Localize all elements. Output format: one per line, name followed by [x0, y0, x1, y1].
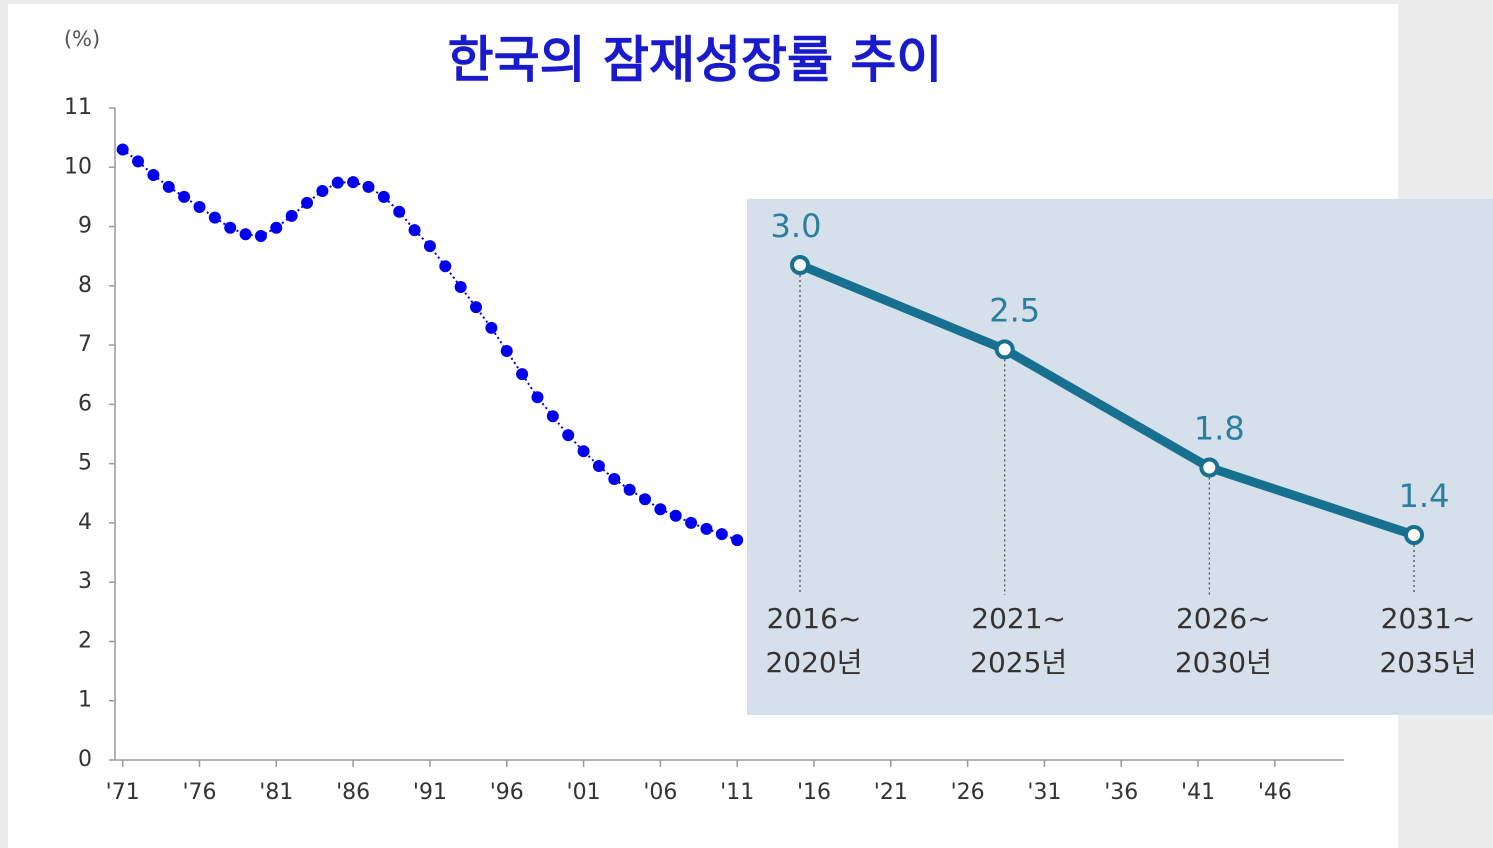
- x-tick-label: 2016~: [767, 602, 862, 635]
- data-point: [254, 230, 267, 243]
- x-tick-label: '81: [259, 780, 293, 805]
- x-tick-label: '31: [1027, 780, 1061, 805]
- x-tick-label: '76: [182, 780, 216, 805]
- data-point: [546, 410, 559, 423]
- x-tick-label: '71: [106, 780, 140, 805]
- data-point: [1199, 457, 1220, 478]
- data-point: [715, 528, 728, 541]
- x-tick-label: '26: [951, 780, 985, 805]
- data-point: [1404, 525, 1424, 545]
- x-tick-label: '11: [720, 780, 754, 805]
- data-point: [208, 211, 221, 224]
- y-tick-label: 1: [78, 688, 92, 713]
- data-point: [331, 176, 344, 189]
- data-point: [408, 224, 421, 237]
- data-point: [592, 460, 605, 473]
- data-point: [639, 493, 652, 506]
- data-point: [239, 228, 252, 241]
- data-point: [178, 190, 191, 203]
- x-tick-label: '16: [797, 780, 831, 805]
- data-point: [116, 143, 129, 156]
- x-tick-label: 2035년: [1379, 646, 1476, 679]
- data-point: [731, 534, 744, 547]
- data-point: [147, 168, 160, 181]
- data-label: 3.0: [771, 207, 822, 245]
- x-tick-label: '41: [1181, 780, 1215, 805]
- data-point: [362, 180, 375, 193]
- data-point: [285, 209, 298, 222]
- data-point: [301, 196, 314, 209]
- y-axis-label: (%): [64, 27, 100, 51]
- y-tick-label: 0: [78, 747, 92, 772]
- data-point: [516, 368, 529, 381]
- data-point: [470, 301, 483, 314]
- data-point: [669, 509, 682, 522]
- data-point: [347, 176, 360, 189]
- y-tick-label: 7: [78, 332, 92, 357]
- data-point: [994, 339, 1015, 360]
- x-tick-label: '96: [490, 780, 524, 805]
- data-label: 1.8: [1194, 410, 1245, 448]
- data-point: [608, 473, 621, 486]
- y-tick-label: 10: [64, 154, 92, 179]
- data-point: [423, 240, 436, 253]
- data-label: 1.4: [1399, 477, 1450, 515]
- chart-title: 한국의 잠재성장률 추이: [448, 30, 943, 89]
- y-tick-label: 4: [78, 510, 92, 535]
- data-point: [316, 184, 329, 197]
- data-point: [562, 429, 575, 442]
- x-tick-label: '21: [874, 780, 908, 805]
- data-point: [162, 180, 175, 193]
- data-point: [439, 260, 452, 273]
- y-tick-label: 9: [78, 214, 92, 239]
- data-point: [377, 190, 390, 203]
- x-tick-label: '86: [336, 780, 370, 805]
- x-tick-label: 2030년: [1175, 646, 1272, 679]
- x-tick-label: '06: [643, 780, 677, 805]
- data-point: [224, 221, 237, 234]
- x-tick-label: '36: [1104, 780, 1138, 805]
- x-tick-label: 2025년: [970, 646, 1067, 679]
- inset-panel: [747, 199, 1493, 715]
- data-point: [270, 221, 283, 234]
- y-tick-label: 2: [78, 628, 92, 653]
- y-tick-label: 6: [78, 391, 92, 416]
- x-tick-label: '91: [413, 780, 447, 805]
- data-point: [790, 255, 810, 275]
- data-point: [193, 200, 206, 213]
- x-tick-label: 2021~: [971, 602, 1066, 635]
- data-point: [393, 205, 406, 218]
- y-tick-label: 3: [78, 569, 92, 594]
- y-tick-label: 5: [78, 451, 92, 476]
- data-label: 2.5: [989, 291, 1040, 329]
- data-point: [654, 503, 667, 516]
- x-tick-label: 2020년: [765, 646, 862, 679]
- data-point: [700, 522, 713, 535]
- data-point: [577, 445, 590, 458]
- data-point: [132, 155, 145, 168]
- x-tick-label: 2031~: [1381, 602, 1476, 635]
- y-tick-label: 8: [78, 273, 92, 298]
- data-point: [454, 281, 467, 294]
- x-tick-label: '01: [567, 780, 601, 805]
- x-tick-label: 2026~: [1176, 602, 1271, 635]
- data-point: [485, 321, 498, 334]
- data-point: [685, 516, 698, 529]
- y-tick-label: 11: [64, 95, 92, 120]
- data-point: [500, 345, 513, 358]
- data-point: [531, 391, 544, 404]
- data-line: [798, 260, 1416, 540]
- x-tick-label: '46: [1258, 780, 1292, 805]
- data-point: [623, 483, 636, 496]
